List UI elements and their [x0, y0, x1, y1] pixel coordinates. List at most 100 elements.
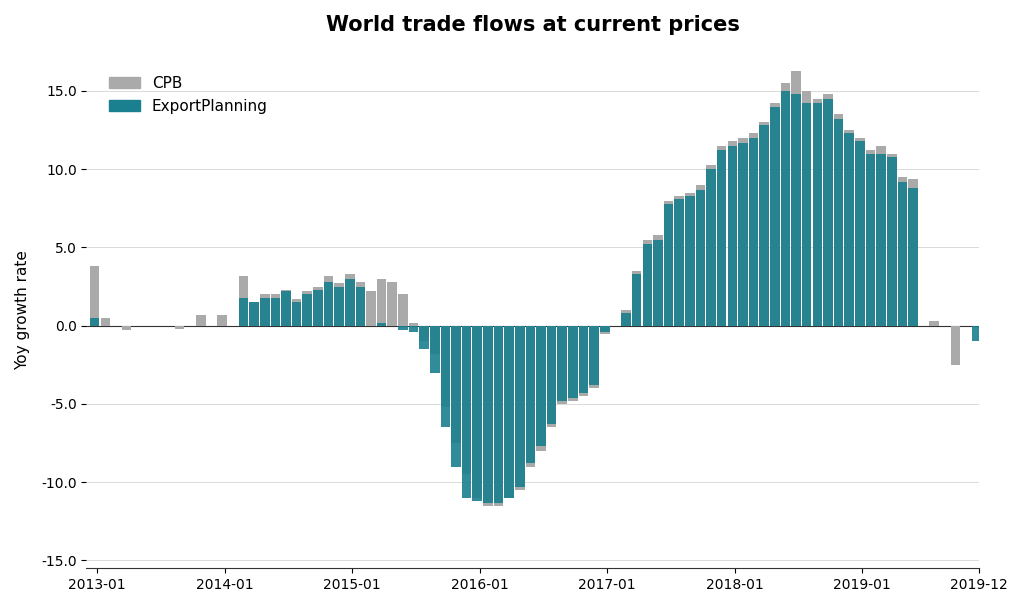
Bar — [674, 196, 684, 326]
Bar — [461, 326, 472, 498]
Bar — [461, 326, 472, 475]
Bar — [802, 91, 811, 326]
Bar — [621, 310, 631, 326]
Bar — [887, 157, 896, 326]
Bar — [653, 240, 663, 326]
Bar — [218, 315, 227, 326]
Bar — [409, 322, 418, 326]
Bar — [292, 299, 302, 326]
Bar — [579, 326, 588, 396]
Bar — [515, 326, 525, 487]
Bar — [664, 200, 673, 326]
Bar — [792, 94, 801, 326]
Bar — [526, 326, 535, 463]
Bar — [483, 326, 493, 503]
Bar — [345, 274, 355, 326]
Bar — [122, 326, 131, 330]
Bar — [727, 146, 738, 326]
Bar — [812, 103, 822, 326]
Bar — [674, 199, 684, 326]
Title: World trade flows at current prices: World trade flows at current prices — [326, 15, 740, 35]
Bar — [844, 133, 854, 326]
Bar — [419, 326, 429, 341]
Bar — [515, 326, 525, 490]
Bar — [558, 326, 567, 404]
Bar — [483, 326, 493, 506]
Bar — [812, 99, 822, 326]
Bar — [770, 107, 780, 326]
Bar — [632, 274, 641, 326]
Bar — [558, 326, 567, 401]
Bar — [547, 326, 557, 427]
Bar — [568, 326, 578, 398]
Bar — [376, 322, 387, 326]
Bar — [250, 302, 259, 326]
Bar — [260, 297, 269, 326]
Bar — [292, 302, 302, 326]
Bar — [441, 326, 450, 427]
Bar — [824, 94, 833, 326]
Bar — [547, 326, 557, 424]
Bar — [897, 181, 907, 326]
Bar — [642, 240, 652, 326]
Bar — [270, 294, 280, 326]
Bar — [950, 326, 961, 365]
Bar — [844, 130, 854, 326]
Bar — [834, 119, 843, 326]
Bar — [376, 279, 387, 326]
Bar — [366, 291, 375, 326]
Bar — [579, 326, 588, 393]
Bar — [739, 143, 748, 326]
Bar — [260, 294, 269, 326]
Bar — [749, 138, 758, 326]
Bar — [409, 326, 418, 332]
Legend: CPB, ExportPlanning: CPB, ExportPlanning — [103, 70, 274, 120]
Bar — [759, 122, 769, 326]
Bar — [897, 177, 907, 326]
Bar — [717, 146, 726, 326]
Bar — [632, 271, 641, 326]
Bar — [706, 164, 716, 326]
Bar — [356, 282, 365, 326]
Bar — [419, 326, 429, 349]
Bar — [792, 70, 801, 326]
Bar — [100, 318, 110, 326]
Bar — [238, 297, 249, 326]
Bar — [494, 326, 503, 503]
Bar — [494, 326, 503, 506]
Bar — [526, 326, 535, 467]
Bar — [855, 138, 864, 326]
Bar — [685, 196, 695, 326]
Bar — [313, 287, 322, 326]
Bar — [887, 154, 896, 326]
Bar — [238, 276, 249, 326]
Bar — [706, 169, 716, 326]
Bar — [685, 192, 695, 326]
Bar — [653, 235, 663, 326]
Bar — [441, 326, 450, 407]
Bar — [908, 188, 918, 326]
Bar — [473, 326, 482, 498]
Bar — [335, 283, 344, 326]
Bar — [430, 326, 440, 354]
Bar — [908, 178, 918, 326]
Bar — [972, 326, 981, 341]
Bar — [536, 326, 546, 451]
Bar — [196, 315, 206, 326]
Y-axis label: Yoy growth rate: Yoy growth rate — [15, 250, 30, 370]
Bar — [281, 291, 291, 326]
Bar — [388, 282, 397, 326]
Bar — [696, 189, 705, 326]
Bar — [451, 326, 460, 467]
Bar — [589, 326, 598, 388]
Bar — [281, 290, 291, 326]
Bar — [877, 154, 886, 326]
Bar — [834, 115, 843, 326]
Bar — [696, 185, 705, 326]
Bar — [356, 287, 365, 326]
Bar — [642, 245, 652, 326]
Bar — [270, 297, 280, 326]
Bar — [398, 294, 407, 326]
Bar — [664, 203, 673, 326]
Bar — [759, 126, 769, 326]
